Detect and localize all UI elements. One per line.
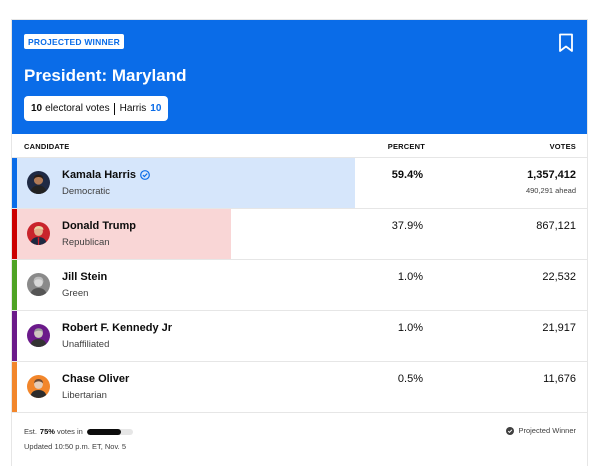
results-footer: Est. 75% votes in Updated 10:50 p.m. ET,… bbox=[12, 413, 587, 463]
party-color-strip bbox=[12, 311, 17, 361]
candidate-name: Donald Trump bbox=[62, 220, 136, 232]
candidate-avatar bbox=[27, 222, 50, 245]
candidate-row[interactable]: Jill Stein Green 1.0% 22,532 bbox=[12, 260, 587, 311]
candidate-votes: 22,532 bbox=[542, 271, 576, 283]
candidate-party: Unaffiliated bbox=[62, 339, 110, 350]
electoral-votes-pill: 10 electoral votes Harris 10 bbox=[24, 96, 169, 121]
candidate-row[interactable]: Kamala Harris Democratic 59.4% 1,357,412… bbox=[12, 158, 587, 209]
electoral-votes-label: electoral votes bbox=[45, 103, 110, 114]
party-color-strip bbox=[12, 209, 17, 259]
candidate-votes: 11,676 bbox=[543, 373, 576, 385]
bookmark-icon[interactable] bbox=[558, 33, 574, 53]
candidate-name: Kamala Harris bbox=[62, 169, 150, 181]
results-card: PROJECTED WINNER President: Maryland 10 … bbox=[11, 19, 588, 466]
candidate-row[interactable]: Robert F. Kennedy Jr Unaffiliated 1.0% 2… bbox=[12, 311, 587, 362]
candidate-percent: 59.4% bbox=[391, 169, 423, 181]
candidate-percent: 0.5% bbox=[397, 373, 423, 385]
candidate-votes: 1,357,412 bbox=[527, 169, 576, 181]
party-color-strip bbox=[12, 158, 17, 208]
candidate-avatar bbox=[27, 375, 50, 398]
leader-name: Harris bbox=[119, 103, 147, 114]
candidate-list: Kamala Harris Democratic 59.4% 1,357,412… bbox=[12, 158, 587, 413]
candidate-avatar bbox=[27, 273, 50, 296]
leader-electoral-votes: 10 bbox=[150, 103, 162, 114]
candidate-name: Robert F. Kennedy Jr bbox=[62, 322, 173, 334]
updated-timestamp: Updated 10:50 p.m. ET, Nov. 5 bbox=[24, 442, 127, 451]
column-candidate: CANDIDATE bbox=[24, 142, 70, 151]
estimated-percent: 75% bbox=[39, 427, 55, 436]
votes-ahead: 490,291 ahead bbox=[525, 186, 576, 195]
candidate-percent: 37.9% bbox=[391, 220, 423, 232]
reporting-progress-fill bbox=[86, 428, 122, 435]
candidate-party: Libertarian bbox=[62, 390, 107, 401]
vote-share-bar bbox=[12, 158, 355, 208]
projected-winner-badge: PROJECTED WINNER bbox=[24, 34, 124, 49]
reporting-progress-bar bbox=[86, 428, 133, 435]
winner-check-icon bbox=[506, 426, 515, 435]
column-percent: PERCENT bbox=[387, 142, 425, 151]
electoral-votes-count: 10 bbox=[31, 103, 43, 114]
verified-check-icon bbox=[140, 170, 150, 180]
party-color-strip bbox=[12, 260, 17, 310]
race-title: President: Maryland bbox=[24, 66, 187, 85]
candidate-row[interactable]: Donald Trump Republican 37.9% 867,121 bbox=[12, 209, 587, 260]
candidate-party: Democratic bbox=[62, 186, 111, 197]
party-color-strip bbox=[12, 362, 17, 412]
candidate-party: Republican bbox=[62, 237, 110, 248]
column-headers: CANDIDATE PERCENT VOTES bbox=[12, 134, 587, 158]
candidate-row[interactable]: Chase Oliver Libertarian 0.5% 11,676 bbox=[12, 362, 587, 413]
candidate-party: Green bbox=[62, 288, 89, 299]
candidate-votes: 867,121 bbox=[536, 220, 576, 232]
candidate-votes: 21,917 bbox=[542, 322, 576, 334]
projected-winner-legend: Projected Winner bbox=[506, 426, 576, 435]
pill-divider bbox=[113, 102, 115, 115]
candidate-percent: 1.0% bbox=[397, 271, 423, 283]
estimated-votes-in: Est. 75% votes in bbox=[24, 427, 133, 436]
candidate-name: Chase Oliver bbox=[62, 373, 130, 385]
candidate-percent: 1.0% bbox=[397, 322, 423, 334]
candidate-avatar bbox=[27, 171, 50, 194]
column-votes: VOTES bbox=[549, 142, 576, 151]
results-header: PROJECTED WINNER President: Maryland 10 … bbox=[12, 20, 587, 134]
candidate-name: Jill Stein bbox=[62, 271, 108, 283]
candidate-avatar bbox=[27, 324, 50, 347]
